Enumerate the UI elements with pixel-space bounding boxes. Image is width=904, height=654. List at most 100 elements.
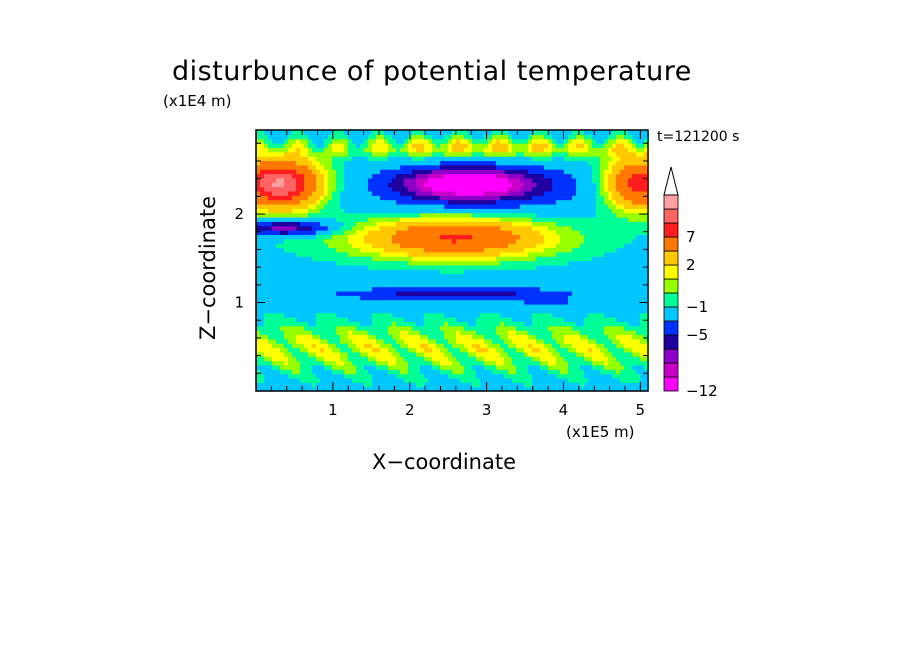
heatmap-cell xyxy=(556,386,561,392)
heatmap-cell xyxy=(300,230,305,235)
heatmap-cell xyxy=(540,247,545,253)
heatmap-cell xyxy=(580,243,585,249)
heatmap-cell xyxy=(524,295,529,301)
heatmap-cell xyxy=(272,308,277,314)
heatmap-cell xyxy=(524,225,529,231)
heatmap-cell xyxy=(580,369,585,375)
heatmap-cell xyxy=(392,212,397,218)
heatmap-cell xyxy=(564,247,569,253)
heatmap-cell xyxy=(280,130,285,135)
heatmap-cell xyxy=(552,269,557,275)
heatmap-cell xyxy=(324,130,329,135)
heatmap-cell xyxy=(380,138,385,144)
heatmap-cell xyxy=(504,282,509,288)
heatmap-cell xyxy=(364,260,369,266)
heatmap-cell xyxy=(552,199,557,205)
heatmap-cell xyxy=(484,147,489,153)
heatmap-cell xyxy=(448,360,453,366)
heatmap-cell xyxy=(532,134,537,140)
heatmap-cell xyxy=(296,182,301,188)
heatmap-cell xyxy=(536,286,541,292)
heatmap-cell xyxy=(560,369,565,375)
heatmap-cell xyxy=(408,225,413,231)
heatmap-cell xyxy=(448,217,453,222)
heatmap-cell xyxy=(468,238,473,244)
heatmap-cell xyxy=(280,338,285,344)
heatmap-cell xyxy=(380,247,385,253)
heatmap-cell xyxy=(492,312,497,318)
heatmap-cell xyxy=(556,217,561,222)
heatmap-cell xyxy=(304,169,309,175)
heatmap-cell xyxy=(276,304,281,309)
heatmap-cell xyxy=(568,134,573,140)
heatmap-cell xyxy=(316,290,321,296)
heatmap-cell xyxy=(528,173,533,179)
heatmap-cell xyxy=(300,143,305,148)
heatmap-cell xyxy=(272,330,277,336)
heatmap-cell xyxy=(532,364,537,370)
heatmap-cell xyxy=(268,308,273,314)
heatmap-cell xyxy=(408,190,413,196)
time-label: t=121200 s xyxy=(657,129,740,145)
heatmap-cell xyxy=(560,317,565,322)
heatmap-cell xyxy=(280,208,285,214)
heatmap-cell xyxy=(336,364,341,370)
heatmap-cell xyxy=(328,151,333,157)
heatmap-cell xyxy=(384,164,389,170)
heatmap-cell xyxy=(312,186,317,192)
heatmap-cell xyxy=(464,221,469,227)
heatmap-cell xyxy=(516,356,521,362)
heatmap-cell xyxy=(512,247,517,253)
heatmap-cell xyxy=(540,325,545,331)
heatmap-cell xyxy=(516,343,521,349)
heatmap-cell xyxy=(264,382,269,388)
heatmap-cell xyxy=(332,173,337,179)
heatmap-cell xyxy=(484,217,489,222)
heatmap-cell xyxy=(324,299,329,305)
heatmap-cell xyxy=(504,373,509,379)
heatmap-cell xyxy=(436,164,441,170)
heatmap-cell xyxy=(532,304,537,309)
heatmap-cell xyxy=(492,247,497,253)
heatmap-cell xyxy=(580,256,585,262)
heatmap-cell xyxy=(328,182,333,188)
heatmap-cell xyxy=(352,282,357,288)
heatmap-cell xyxy=(360,317,365,322)
heatmap-cell xyxy=(472,382,477,388)
heatmap-cell xyxy=(348,277,353,283)
heatmap-cell xyxy=(308,347,313,353)
heatmap-cell xyxy=(500,308,505,314)
heatmap-cell xyxy=(584,299,589,305)
heatmap-cell xyxy=(552,386,557,392)
heatmap-cell xyxy=(328,225,333,231)
heatmap-cell xyxy=(364,203,369,209)
heatmap-cell xyxy=(312,256,317,262)
heatmap-cell xyxy=(504,217,509,222)
heatmap-cell xyxy=(500,286,505,292)
heatmap-cell xyxy=(408,143,413,148)
heatmap-cell xyxy=(520,212,525,218)
heatmap-cell xyxy=(428,269,433,275)
heatmap-cell xyxy=(484,190,489,196)
heatmap-cell xyxy=(428,182,433,188)
heatmap-cell xyxy=(520,164,525,170)
heatmap-cell xyxy=(492,243,497,249)
heatmap-cell xyxy=(516,290,521,296)
heatmap-cell xyxy=(332,308,337,314)
heatmap-cell xyxy=(444,377,449,383)
heatmap-cell xyxy=(268,317,273,322)
heatmap-cell xyxy=(260,147,265,153)
heatmap-cell xyxy=(428,225,433,231)
heatmap-cell xyxy=(332,290,337,296)
heatmap-cell xyxy=(316,212,321,218)
heatmap-cell xyxy=(512,386,517,392)
heatmap-cell xyxy=(316,334,321,340)
heatmap-cell xyxy=(376,269,381,275)
heatmap-cell xyxy=(372,360,377,366)
heatmap-cell xyxy=(288,343,293,349)
heatmap-cell xyxy=(324,317,329,322)
heatmap-cell xyxy=(544,169,549,175)
heatmap-cell xyxy=(464,299,469,305)
heatmap-cell xyxy=(520,290,525,296)
heatmap-cell xyxy=(508,134,513,140)
